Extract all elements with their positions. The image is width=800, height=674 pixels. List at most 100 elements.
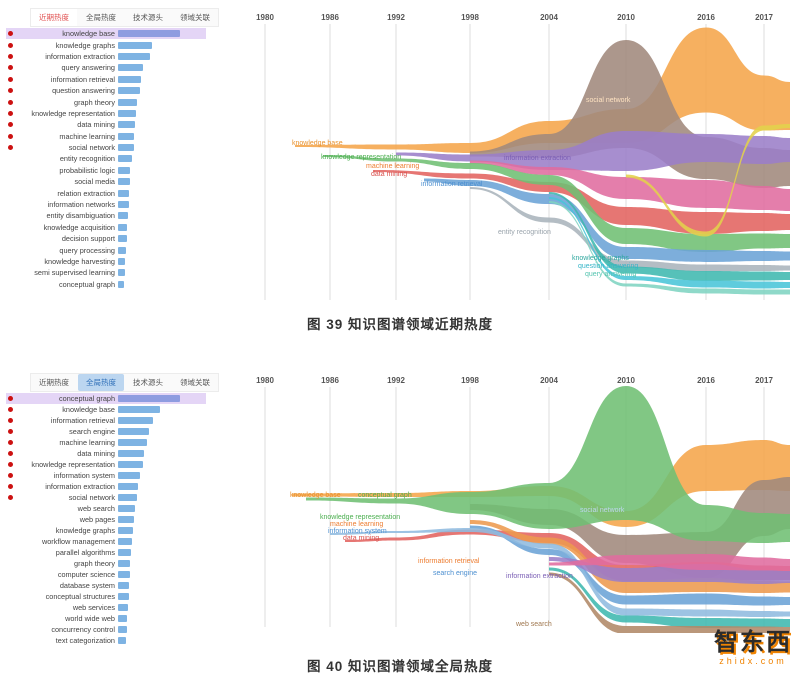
bar-row-information-system[interactable]: information system <box>6 470 206 481</box>
stream-graph-theory[interactable] <box>626 124 790 237</box>
bar-row-conceptual-graph[interactable]: conceptual graph <box>6 393 206 404</box>
bar-value-fill <box>118 212 128 220</box>
bar-row-text-categorization[interactable]: text categorization <box>6 635 206 646</box>
stream-term-label: machine learning <box>366 163 419 170</box>
stream-chart-global: 1980 1986 1992 1998 2004 2010 2016 2017 knowledg… <box>228 373 798 638</box>
bar-row-workflow-management[interactable]: workflow management <box>6 536 206 547</box>
tab-bar: 近期热度 全局热度 技术源头 领域关联 <box>30 8 219 27</box>
tab-global-heat[interactable]: 全局热度 <box>78 374 124 391</box>
stream-web-search[interactable] <box>549 572 790 636</box>
stream-information-retrieval[interactable] <box>470 520 790 593</box>
tab-recent-heat[interactable]: 近期热度 <box>31 9 77 26</box>
bar-category-label: knowledge graphs <box>55 526 115 535</box>
bar-category-label: information extraction <box>45 51 115 61</box>
stream-term-label: social network <box>580 507 625 514</box>
bar-row-knowledge-acquisition[interactable]: knowledge acquisition <box>6 222 206 233</box>
tab-tech-origin[interactable]: 技术源头 <box>133 378 163 387</box>
stream-social-network[interactable] <box>470 477 790 578</box>
bar-value-fill <box>118 235 127 243</box>
bar-category-label: workflow management <box>41 537 115 546</box>
bar-value-fill <box>118 615 128 622</box>
stream-information-system[interactable] <box>330 528 790 617</box>
stream-information-extraction[interactable] <box>396 131 790 171</box>
year-axis-label: 2016 <box>697 13 715 22</box>
red-dot-icon <box>8 31 13 37</box>
bar-row-computer-science[interactable]: computer science <box>6 569 206 580</box>
bar-row-search-engine[interactable]: search engine <box>6 426 206 437</box>
stream-information-retrieval[interactable] <box>424 178 790 263</box>
bar-row-graph-theory[interactable]: graph theory <box>6 558 206 569</box>
bar-row-probabilistic-logic[interactable]: probabilistic logic <box>6 165 206 176</box>
bar-value-fill <box>118 109 136 117</box>
themeriver-svg: 1980 1986 1992 1998 2004 2010 2016 2017 knowledg… <box>256 13 790 300</box>
bar-row-knowledge-base[interactable]: knowledge base <box>6 28 206 40</box>
bar-value-fill <box>118 52 151 60</box>
tab-tech-origin[interactable]: 技术源头 <box>133 13 163 22</box>
bar-row-information-networks[interactable]: information networks <box>6 199 206 210</box>
stream-social-media[interactable] <box>470 160 790 212</box>
bar-row-web-pages[interactable]: web pages <box>6 514 206 525</box>
red-dot-icon <box>8 65 13 71</box>
bar-row-social-network[interactable]: social network <box>6 142 206 153</box>
stream-knowledge-graphs[interactable] <box>549 192 790 281</box>
bar-row-relation-extraction[interactable]: relation extraction <box>6 187 206 198</box>
year-axis-label: 2004 <box>540 376 558 385</box>
stream-information-extraction[interactable] <box>549 557 790 584</box>
bar-row-knowledge-representation[interactable]: knowledge representation <box>6 108 206 119</box>
bar-row-graph-theory[interactable]: graph theory <box>6 96 206 107</box>
bar-row-data-mining[interactable]: data mining <box>6 448 206 459</box>
bar-row-database-system[interactable]: database system <box>6 580 206 591</box>
bar-row-query-answering[interactable]: query answering <box>6 62 206 73</box>
bar-category-label: question answering <box>52 86 115 96</box>
bar-row-machine-learning[interactable]: machine learning <box>6 131 206 142</box>
bar-row-knowledge-graphs[interactable]: knowledge graphs <box>6 39 206 50</box>
bar-row-conceptual-graph[interactable]: conceptual graph <box>6 279 206 290</box>
bar-row-knowledge-representation[interactable]: knowledge representation <box>6 459 206 470</box>
bar-row-conceptual-structures[interactable]: conceptual structures <box>6 591 206 602</box>
bar-row-entity-recognition[interactable]: entity recognition <box>6 153 206 164</box>
tab-global-heat[interactable]: 全局热度 <box>86 13 116 22</box>
bar-row-question-answering[interactable]: question answering <box>6 85 206 96</box>
bar-row-data-mining[interactable]: data mining <box>6 119 206 130</box>
bar-row-information-extraction[interactable]: information extraction <box>6 51 206 62</box>
stream-chart-recent: 1980 1986 1992 1998 2004 2010 2016 2017 knowledg… <box>228 8 798 313</box>
bar-row-social-network[interactable]: social network <box>6 492 206 503</box>
stream-conceptual-graph[interactable] <box>306 386 790 543</box>
stream-knowledge-graphs[interactable] <box>549 567 790 629</box>
red-dot-icon <box>8 407 13 412</box>
tab-domain-relation[interactable]: 领域关联 <box>180 13 210 22</box>
bar-category-label: social media <box>74 177 115 187</box>
bar-row-social-media[interactable]: social media <box>6 176 206 187</box>
bar-value-fill <box>118 223 128 231</box>
bar-row-knowledge-harvesting[interactable]: knowledge harvesting <box>6 256 206 267</box>
bar-row-machine-learning[interactable]: machine learning <box>6 437 206 448</box>
bar-row-information-retrieval[interactable]: information retrieval <box>6 415 206 426</box>
stream-web-pages[interactable] <box>549 554 790 571</box>
red-dot-icon <box>8 396 13 401</box>
tab-domain-relation[interactable]: 领域关联 <box>180 378 210 387</box>
bar-value-fill <box>118 582 130 589</box>
bar-row-parallel-algorithms[interactable]: parallel algorithms <box>6 547 206 558</box>
bar-category-label: search engine <box>69 427 115 436</box>
bar-row-web-services[interactable]: web services <box>6 602 206 613</box>
bar-value-fill <box>118 593 129 600</box>
bar-category-label: conceptual structures <box>45 592 115 601</box>
bar-category-label: parallel algorithms <box>55 548 115 557</box>
tab-recent-heat[interactable]: 近期热度 <box>39 378 69 387</box>
bar-row-information-retrieval[interactable]: information retrieval <box>6 74 206 85</box>
bar-row-knowledge-base[interactable]: knowledge base <box>6 404 206 415</box>
bar-row-information-extraction[interactable]: information extraction <box>6 481 206 492</box>
bar-row-semi-supervised-learning[interactable]: semi supervised learning <box>6 267 206 278</box>
bar-category-label: semi supervised learning <box>34 268 115 278</box>
bar-row-knowledge-graphs[interactable]: knowledge graphs <box>6 525 206 536</box>
bar-category-label: graph theory <box>74 559 115 568</box>
stream-knowledge-representation[interactable] <box>323 155 790 252</box>
bar-row-web-search[interactable]: web search <box>6 503 206 514</box>
bar-row-query-processing[interactable]: query processing <box>6 244 206 255</box>
bar-value-fill <box>118 258 126 265</box>
bar-category-label: query answering <box>61 63 115 73</box>
bar-row-entity-disambiguation[interactable]: entity disambiguation <box>6 210 206 221</box>
bar-row-decision-support[interactable]: decision support <box>6 233 206 244</box>
bar-row-world-wide-web[interactable]: world wide web <box>6 613 206 624</box>
bar-row-concurrency-control[interactable]: concurrency control <box>6 624 206 635</box>
